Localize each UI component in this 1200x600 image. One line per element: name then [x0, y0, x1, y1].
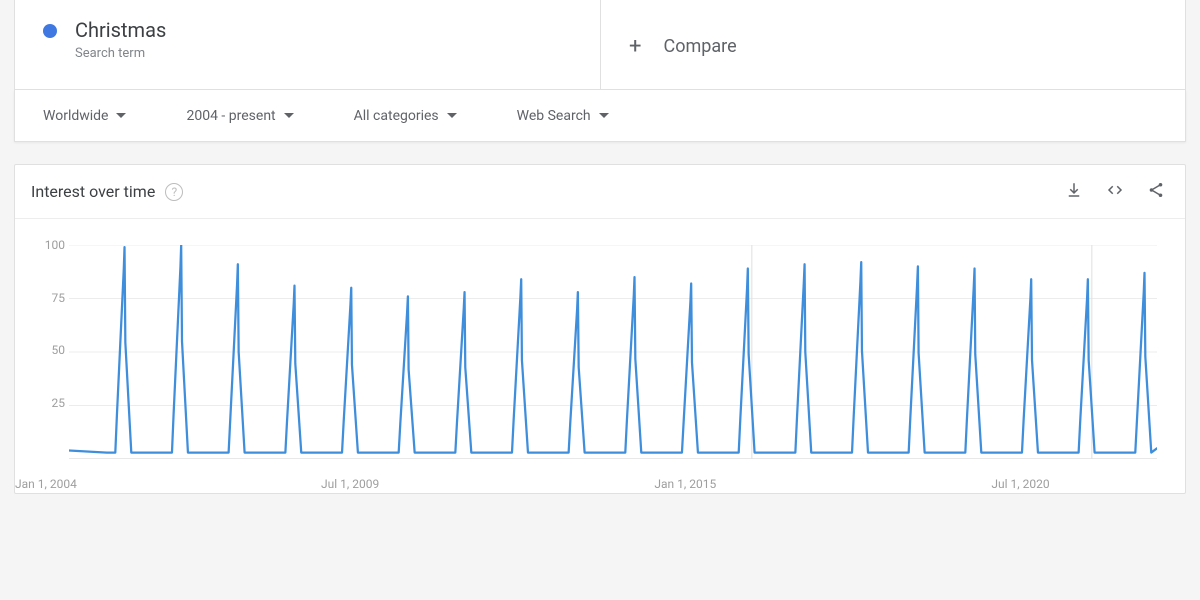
- card-actions: [1065, 181, 1165, 203]
- chevron-down-icon: [116, 113, 126, 118]
- chevron-down-icon: [284, 113, 294, 118]
- x-tick-label: Jul 1, 2009: [321, 477, 379, 491]
- filter-period-label: 2004 - present: [186, 108, 275, 124]
- x-tick-label: Jan 1, 2015: [654, 477, 716, 491]
- x-axis-labels: Jan 1, 2004 Jul 1, 2009 Jan 1, 2015 Jul 1, …: [15, 477, 1185, 493]
- share-icon[interactable]: [1147, 181, 1165, 203]
- interest-over-time-card: Interest over time ?: [14, 164, 1186, 494]
- y-tick-label: 25: [52, 396, 66, 410]
- x-tick-label: Jul 1, 2020: [991, 477, 1049, 491]
- filter-type[interactable]: Web Search: [517, 108, 609, 124]
- y-tick-label: 100: [45, 238, 65, 252]
- card-title: Interest over time: [31, 182, 155, 201]
- y-axis-labels: 255075100: [33, 245, 65, 455]
- term-text-block: Christmas Search term: [75, 18, 166, 61]
- term-color-dot: [43, 24, 57, 38]
- trend-line-chart: NoteNote: [69, 245, 1157, 459]
- filter-region-label: Worldwide: [43, 108, 108, 124]
- term-subtitle: Search term: [75, 46, 166, 61]
- filter-type-label: Web Search: [517, 108, 591, 124]
- filter-category[interactable]: All categories: [354, 108, 457, 124]
- help-icon[interactable]: ?: [165, 183, 183, 201]
- download-icon[interactable]: [1065, 181, 1083, 203]
- filter-category-label: All categories: [354, 108, 439, 124]
- card-header: Interest over time ?: [15, 165, 1185, 219]
- term-cell[interactable]: Christmas Search term: [15, 0, 600, 89]
- chevron-down-icon: [599, 113, 609, 118]
- y-tick-label: 75: [52, 291, 66, 305]
- filter-period[interactable]: 2004 - present: [186, 108, 293, 124]
- terms-bar: Christmas Search term + Compare: [14, 0, 1186, 90]
- y-tick-label: 50: [52, 343, 66, 357]
- term-title: Christmas: [75, 18, 166, 42]
- embed-icon[interactable]: [1105, 181, 1125, 203]
- x-tick-label: Jan 1, 2004: [15, 477, 77, 491]
- filter-region[interactable]: Worldwide: [43, 108, 126, 124]
- plus-icon: +: [629, 36, 641, 58]
- compare-cell[interactable]: + Compare: [600, 0, 1185, 89]
- chevron-down-icon: [447, 113, 457, 118]
- compare-label: Compare: [663, 36, 736, 57]
- filter-bar: Worldwide 2004 - present All categories …: [14, 90, 1186, 142]
- chart-area: 25 50 75 100 NoteNote: [15, 219, 1185, 477]
